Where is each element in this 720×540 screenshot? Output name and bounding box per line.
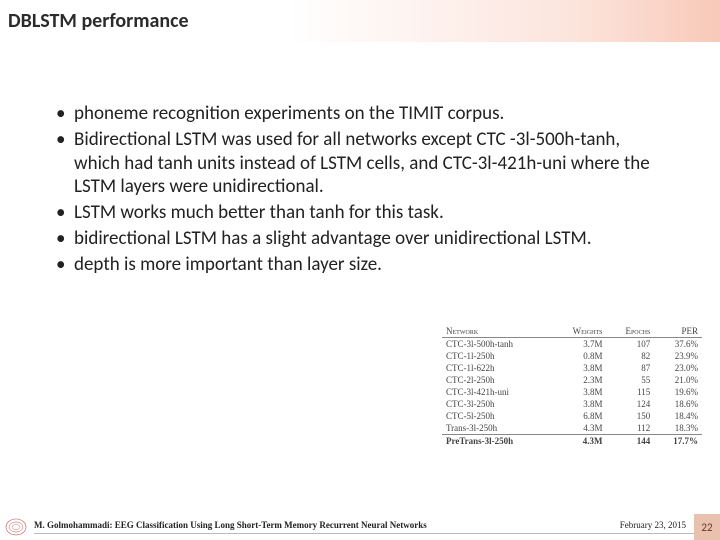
table-row: CTC-1l-250h0.8M8223.9% xyxy=(442,350,702,362)
table-row: CTC-2l-250h2.3M5521.0% xyxy=(442,374,702,386)
bullet-item: depth is more important than layer size. xyxy=(50,253,670,277)
slide-title: DBLSTM performance xyxy=(8,9,189,33)
table-header-row: Network Weights Epochs PER xyxy=(442,325,702,338)
bullet-item: bidirectional LSTM has a slight advantag… xyxy=(50,227,670,251)
title-bar: DBLSTM performance xyxy=(0,0,720,42)
col-weights: Weights xyxy=(551,325,606,338)
table-footer-row: PreTrans-3l-250h4.3M14417.7% xyxy=(442,435,702,448)
bullet-list: phoneme recognition experiments on the T… xyxy=(50,102,670,276)
table-row: CTC-3l-500h-tanh3.7M10737.6% xyxy=(442,338,702,351)
table-body: CTC-3l-500h-tanh3.7M10737.6% CTC-1l-250h… xyxy=(442,338,702,448)
col-per: PER xyxy=(654,325,702,338)
table-row: Trans-3l-250h4.3M11218.3% xyxy=(442,422,702,435)
results-table: Network Weights Epochs PER CTC-3l-500h-t… xyxy=(442,325,702,447)
bullet-item: LSTM works much better than tanh for thi… xyxy=(50,201,670,225)
col-network: Network xyxy=(442,325,551,338)
table-row: CTC-3l-250h3.8M12418.6% xyxy=(442,398,702,410)
bullet-item: Bidirectional LSTM was used for all netw… xyxy=(50,128,670,199)
logo-icon xyxy=(4,517,28,537)
table-row: CTC-5l-250h6.8M15018.4% xyxy=(442,410,702,422)
page-number-badge: 22 xyxy=(694,514,720,540)
content-area: phoneme recognition experiments on the T… xyxy=(0,42,720,276)
col-epochs: Epochs xyxy=(606,325,654,338)
bullet-item: phoneme recognition experiments on the T… xyxy=(50,102,670,126)
footer-author: M. Golmohammadi: EEG Classification Usin… xyxy=(34,520,612,534)
footer: M. Golmohammadi: EEG Classification Usin… xyxy=(0,514,720,540)
table-row: CTC-1l-622h3.8M8723.0% xyxy=(442,362,702,374)
table-row: CTC-3l-421h-uni3.8M11519.6% xyxy=(442,386,702,398)
footer-date: February 23, 2015 xyxy=(612,520,694,534)
